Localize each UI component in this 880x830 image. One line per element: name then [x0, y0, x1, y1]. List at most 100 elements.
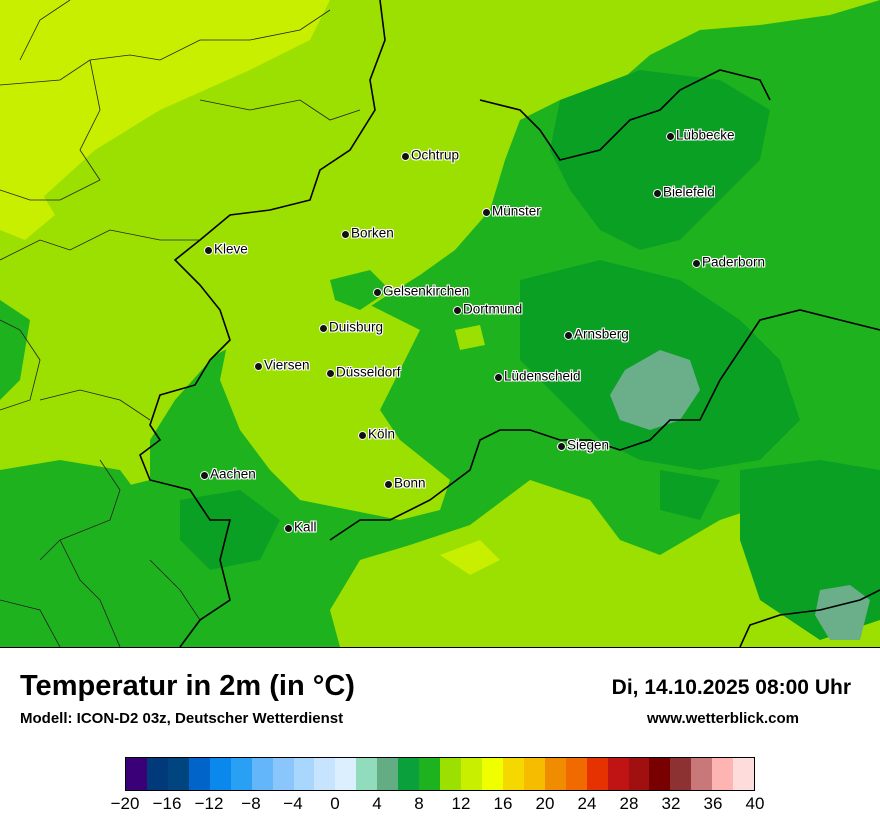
city-label: Siegen — [567, 437, 610, 453]
legend-swatch — [607, 758, 629, 790]
legend-tick-label: 32 — [661, 794, 681, 813]
city-label: Düsseldorf — [336, 364, 401, 380]
legend-tick-label: 36 — [703, 794, 723, 813]
legend-swatch — [230, 758, 252, 790]
city-dot-icon — [204, 245, 213, 255]
temperature-zone-lime-rhine — [220, 300, 450, 520]
temperature-zone-lime-south — [340, 545, 740, 647]
city-dot-icon — [200, 470, 209, 480]
legend-swatch — [335, 758, 357, 790]
legend-tick-label: 4 — [372, 794, 382, 813]
legend-swatch — [586, 758, 608, 790]
temperature-color-scale — [125, 757, 755, 791]
city-dot-icon — [358, 430, 367, 440]
city-label: Bielefeld — [663, 184, 715, 200]
city-label: Lübbecke — [676, 127, 735, 143]
city-label: Borken — [351, 225, 394, 241]
legend-swatch — [481, 758, 503, 790]
temperature-zone-teal-highland — [610, 350, 700, 430]
legend-swatch — [712, 758, 734, 790]
legend-tick-label: 24 — [577, 794, 597, 813]
temperature-zone-darkgreen-eifel — [180, 490, 280, 570]
city-label: Arnsberg — [574, 326, 629, 342]
legend-tick-label: −20 — [110, 794, 140, 813]
city-label: Duisburg — [329, 319, 384, 335]
state-border-north — [479, 69, 771, 161]
model-info: Modell: ICON-D2 03z, Deutscher Wetterdie… — [20, 710, 344, 727]
city-dot-icon — [284, 523, 293, 533]
legend-swatch — [167, 758, 189, 790]
legend-tick-label: 20 — [535, 794, 555, 813]
legend-swatch — [523, 758, 545, 790]
legend-tick-label: −12 — [194, 794, 224, 813]
legend-swatch — [188, 758, 210, 790]
legend-swatch — [419, 758, 441, 790]
website-link[interactable]: www.wetterblick.com — [647, 710, 799, 727]
city-dot-icon — [692, 258, 701, 268]
city-label: Kleve — [214, 241, 248, 257]
city-dot-icon — [564, 330, 573, 340]
legend-swatch — [733, 758, 755, 790]
city-dot-icon — [557, 441, 566, 451]
city-label: Dortmund — [463, 301, 523, 317]
legend-tick-label: 28 — [619, 794, 639, 813]
legend-tick-label: 40 — [745, 794, 765, 813]
legend-tick-label: 8 — [414, 794, 424, 813]
legend-swatch — [251, 758, 273, 790]
legend-swatch — [670, 758, 692, 790]
city-dot-icon — [384, 479, 393, 489]
legend-swatch — [502, 758, 524, 790]
legend-swatch — [440, 758, 461, 790]
legend-swatch — [314, 758, 336, 790]
legend-tick-label: −16 — [152, 794, 182, 813]
city-label: Viersen — [264, 357, 310, 373]
temperature-field — [0, 0, 880, 647]
temperature-zone-lime-dortmund — [455, 325, 485, 350]
temperature-zone-darkgreen-siegerland — [660, 470, 720, 520]
state-border-southeast — [739, 589, 880, 647]
temperature-zone-darkgreen-north — [550, 70, 770, 250]
map-title: Temperatur in 2m (in °C) — [20, 670, 355, 702]
legend-swatch — [293, 758, 315, 790]
legend-swatch — [377, 758, 399, 790]
city-dot-icon — [319, 323, 328, 333]
city-dot-icon — [453, 305, 462, 315]
temperature-zone-14c-northwest — [0, 0, 330, 215]
city-dot-icon — [326, 368, 335, 378]
legend-tick-label: 0 — [330, 794, 340, 813]
legend-swatch — [461, 758, 482, 790]
forecast-datetime: Di, 14.10.2025 08:00 Uhr — [611, 676, 851, 699]
city-label: Aachen — [210, 466, 256, 482]
temperature-zone-teal-southeast — [815, 585, 870, 640]
national-border — [139, 0, 386, 647]
legend-swatch — [565, 758, 587, 790]
temperature-zone-green-ruhr — [330, 270, 390, 310]
legend-tick-label: −4 — [283, 794, 303, 813]
legend-tick-label: 12 — [451, 794, 471, 813]
city-dot-icon — [494, 372, 503, 382]
legend-swatch — [398, 758, 420, 790]
city-label: Bonn — [394, 475, 426, 491]
city-label: Ochtrup — [411, 147, 460, 163]
temperature-zone-green-southwest — [0, 460, 150, 647]
city-label: Köln — [368, 426, 396, 442]
legend-swatch — [356, 758, 378, 790]
temperature-zone-14c-west — [0, 175, 55, 240]
temperature-scale-ticks: −20 −16 −12 −8 −4 0 4 8 12 16 20 24 28 32 36 40 — [111, 792, 765, 822]
legend-swatch — [272, 758, 294, 790]
city-dot-icon — [653, 188, 662, 198]
district-borders — [0, 0, 361, 647]
city-dot-icon — [666, 131, 675, 141]
legend-tick-label: 16 — [493, 794, 513, 813]
city-label: Lüdenscheid — [504, 368, 581, 384]
city-label: Kall — [294, 519, 317, 535]
legend-swatch — [691, 758, 713, 790]
city-dot-icon — [401, 151, 410, 161]
temperature-zone-warm-patch — [440, 540, 500, 575]
legend-swatch — [544, 758, 566, 790]
city-label: Paderborn — [702, 254, 766, 270]
legend-swatch — [126, 758, 147, 790]
legend-swatch — [649, 758, 671, 790]
city-dot-icon — [341, 229, 350, 239]
city-label: Münster — [492, 203, 541, 219]
